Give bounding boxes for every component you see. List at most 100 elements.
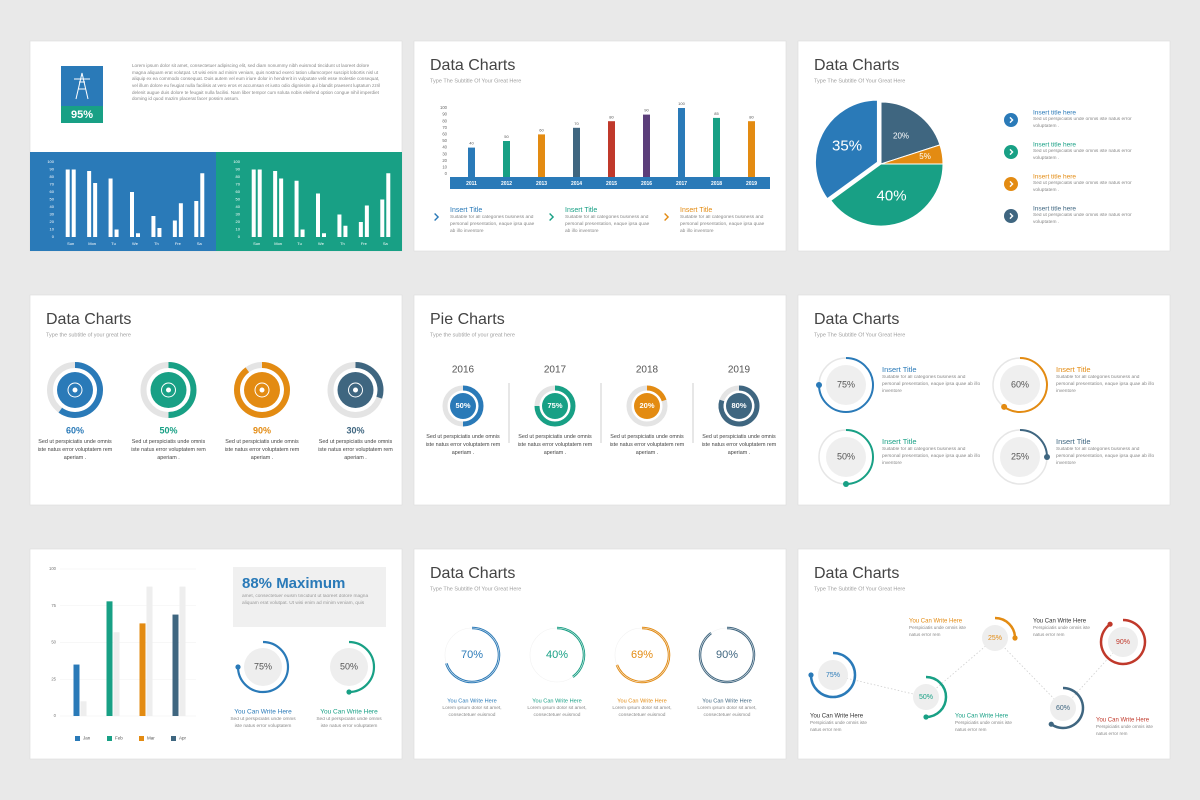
y-tick-label: 70 (236, 182, 241, 187)
slide-title: Data Charts (46, 311, 131, 328)
ring-dot (1012, 635, 1018, 641)
ring-text-box: Lorem ipsum dolor sit amet, consectetuer… (697, 706, 756, 718)
y-tick-label: 30 (442, 151, 447, 156)
y-tick-label: 40 (50, 204, 55, 209)
bar (71, 169, 76, 237)
ring-title: You Can Write Here (234, 709, 292, 716)
gauge-text: Suitable for all categories business and… (882, 447, 981, 466)
ring-center (1108, 627, 1138, 657)
x-tick-label: 2015 (606, 181, 617, 187)
legend-label: Feb (115, 736, 123, 741)
legend-text-box: Sed ut perspiciatis unde omnis iste natu… (1033, 117, 1132, 129)
x-tick-label: We (132, 241, 139, 246)
donut-label: 80% (731, 401, 746, 410)
ring-dot (1107, 621, 1113, 627)
gauge-center (826, 437, 866, 477)
y-tick-label: 0 (54, 713, 57, 718)
slide-title: Data Charts (814, 565, 899, 582)
ring-text: Sed ut perspiciatis unde omnis iste natu… (318, 439, 393, 461)
ring-text: Sed ut perspiciatis unde omnis iste natu… (131, 439, 206, 461)
bar-value-label: 80 (749, 114, 754, 119)
slide-title: Data Charts (430, 57, 515, 74)
y-tick-label: 20 (442, 158, 447, 163)
bar (337, 214, 342, 237)
year-label: 2016 (452, 365, 475, 376)
donut-center (542, 393, 568, 419)
ring-center (913, 684, 939, 710)
paragraph-box: Lorem ipsum dolor sit amet, consectetuer… (132, 63, 380, 101)
item-text: Suitable for all categories business and… (565, 215, 650, 234)
slide: Pie Charts Type the subtitle of your grea… (413, 294, 787, 506)
bar (251, 169, 256, 237)
ring-arc (1099, 618, 1147, 666)
y-tick-label: 70 (50, 182, 55, 187)
icon (67, 382, 83, 398)
y-tick-label: 100 (233, 159, 240, 164)
x-tick-label: 2016 (641, 181, 652, 187)
bar (87, 171, 92, 237)
gauge-arc (818, 357, 874, 413)
legend-swatch (107, 736, 112, 741)
bar (73, 664, 80, 716)
ring-label: 75% (254, 661, 272, 671)
y-tick-label: 10 (50, 227, 55, 232)
x-tick-label: 2011 (466, 181, 477, 187)
gauge-label: 60% (1011, 379, 1029, 389)
y-tick-label: 20 (236, 219, 241, 224)
chevron-icon (664, 213, 670, 221)
gauge-title: Insert Title (1056, 437, 1091, 446)
donut-text: Sed ut perspiciatis unde omnis iste natu… (517, 434, 593, 456)
heading-text: amet, consectetuer euism tincidunt ut la… (242, 594, 369, 606)
ring-title: You Can Write Here (320, 709, 378, 716)
ring-track (699, 627, 755, 683)
bar (194, 201, 199, 237)
x-tick-label: Tu (297, 241, 302, 246)
bar (114, 229, 119, 237)
slide-background (413, 548, 787, 760)
item-title: Insert Title (450, 207, 482, 214)
x-tick-label: 2013 (536, 181, 547, 187)
slide-subtitle: Type the subtitle of your great here (46, 332, 131, 338)
item-text-box: Suitable for all categories business and… (680, 215, 765, 234)
bar-value-label: 85 (714, 111, 719, 116)
pie-slice (830, 163, 944, 227)
legend-text: Sed ut perspiciatis unde omnis iste natu… (1033, 181, 1132, 193)
legend-title: Insert title here (1033, 142, 1076, 149)
bar (178, 203, 183, 237)
bar (343, 225, 348, 237)
gauge-label: 25% (1011, 451, 1029, 461)
ring-title: You Can Write Here (532, 698, 581, 704)
heading: 88% Maximum (242, 575, 345, 592)
gauge-center (1000, 437, 1040, 477)
legend-label: Mar (147, 736, 155, 741)
y-tick-label: 40 (236, 204, 241, 209)
bar (65, 169, 70, 237)
item-text: Suitable for all categories business and… (680, 215, 765, 234)
ring-label: 40% (546, 649, 568, 661)
slide: Data Charts Type The Subtitle Of Your Gre… (413, 40, 787, 252)
y-tick-label: 80 (236, 174, 241, 179)
slide: 95% Lorem ipsum dolor sit amet, consectet… (29, 40, 403, 252)
y-tick-label: 50 (236, 197, 241, 202)
ring-text: Lorem ipsum dolor sit amet, consectetuer… (612, 706, 672, 718)
bar-value-label: 60 (539, 127, 544, 132)
chart-panel (216, 152, 402, 251)
ring-text: Perspiciatis unde omnis iste natus error… (909, 625, 966, 637)
slide: Data Charts Type the subtitle of your gre… (29, 294, 403, 506)
ring-arc (236, 640, 290, 694)
ring-arc (809, 651, 857, 699)
legend-text: Sed ut perspiciatis unde omnis iste natu… (1033, 117, 1132, 129)
badge-top (61, 66, 103, 106)
y-tick-label: 40 (442, 145, 447, 150)
gauge-label: 75% (837, 379, 855, 389)
item-title: Insert Title (565, 207, 597, 214)
donut-text-box: Sed ut perspiciatis unde omnis iste natu… (610, 434, 685, 456)
chevron-icon (434, 213, 440, 221)
icon (348, 382, 363, 398)
pie-slice-label: 20% (893, 132, 909, 141)
ring-title: You Can Write Here (955, 714, 1009, 720)
chart-panel (30, 152, 216, 251)
slide: Data Charts Type The Subtitle Of Your Gre… (797, 548, 1171, 760)
slide-title: Data Charts (814, 57, 899, 74)
bar (200, 173, 205, 237)
